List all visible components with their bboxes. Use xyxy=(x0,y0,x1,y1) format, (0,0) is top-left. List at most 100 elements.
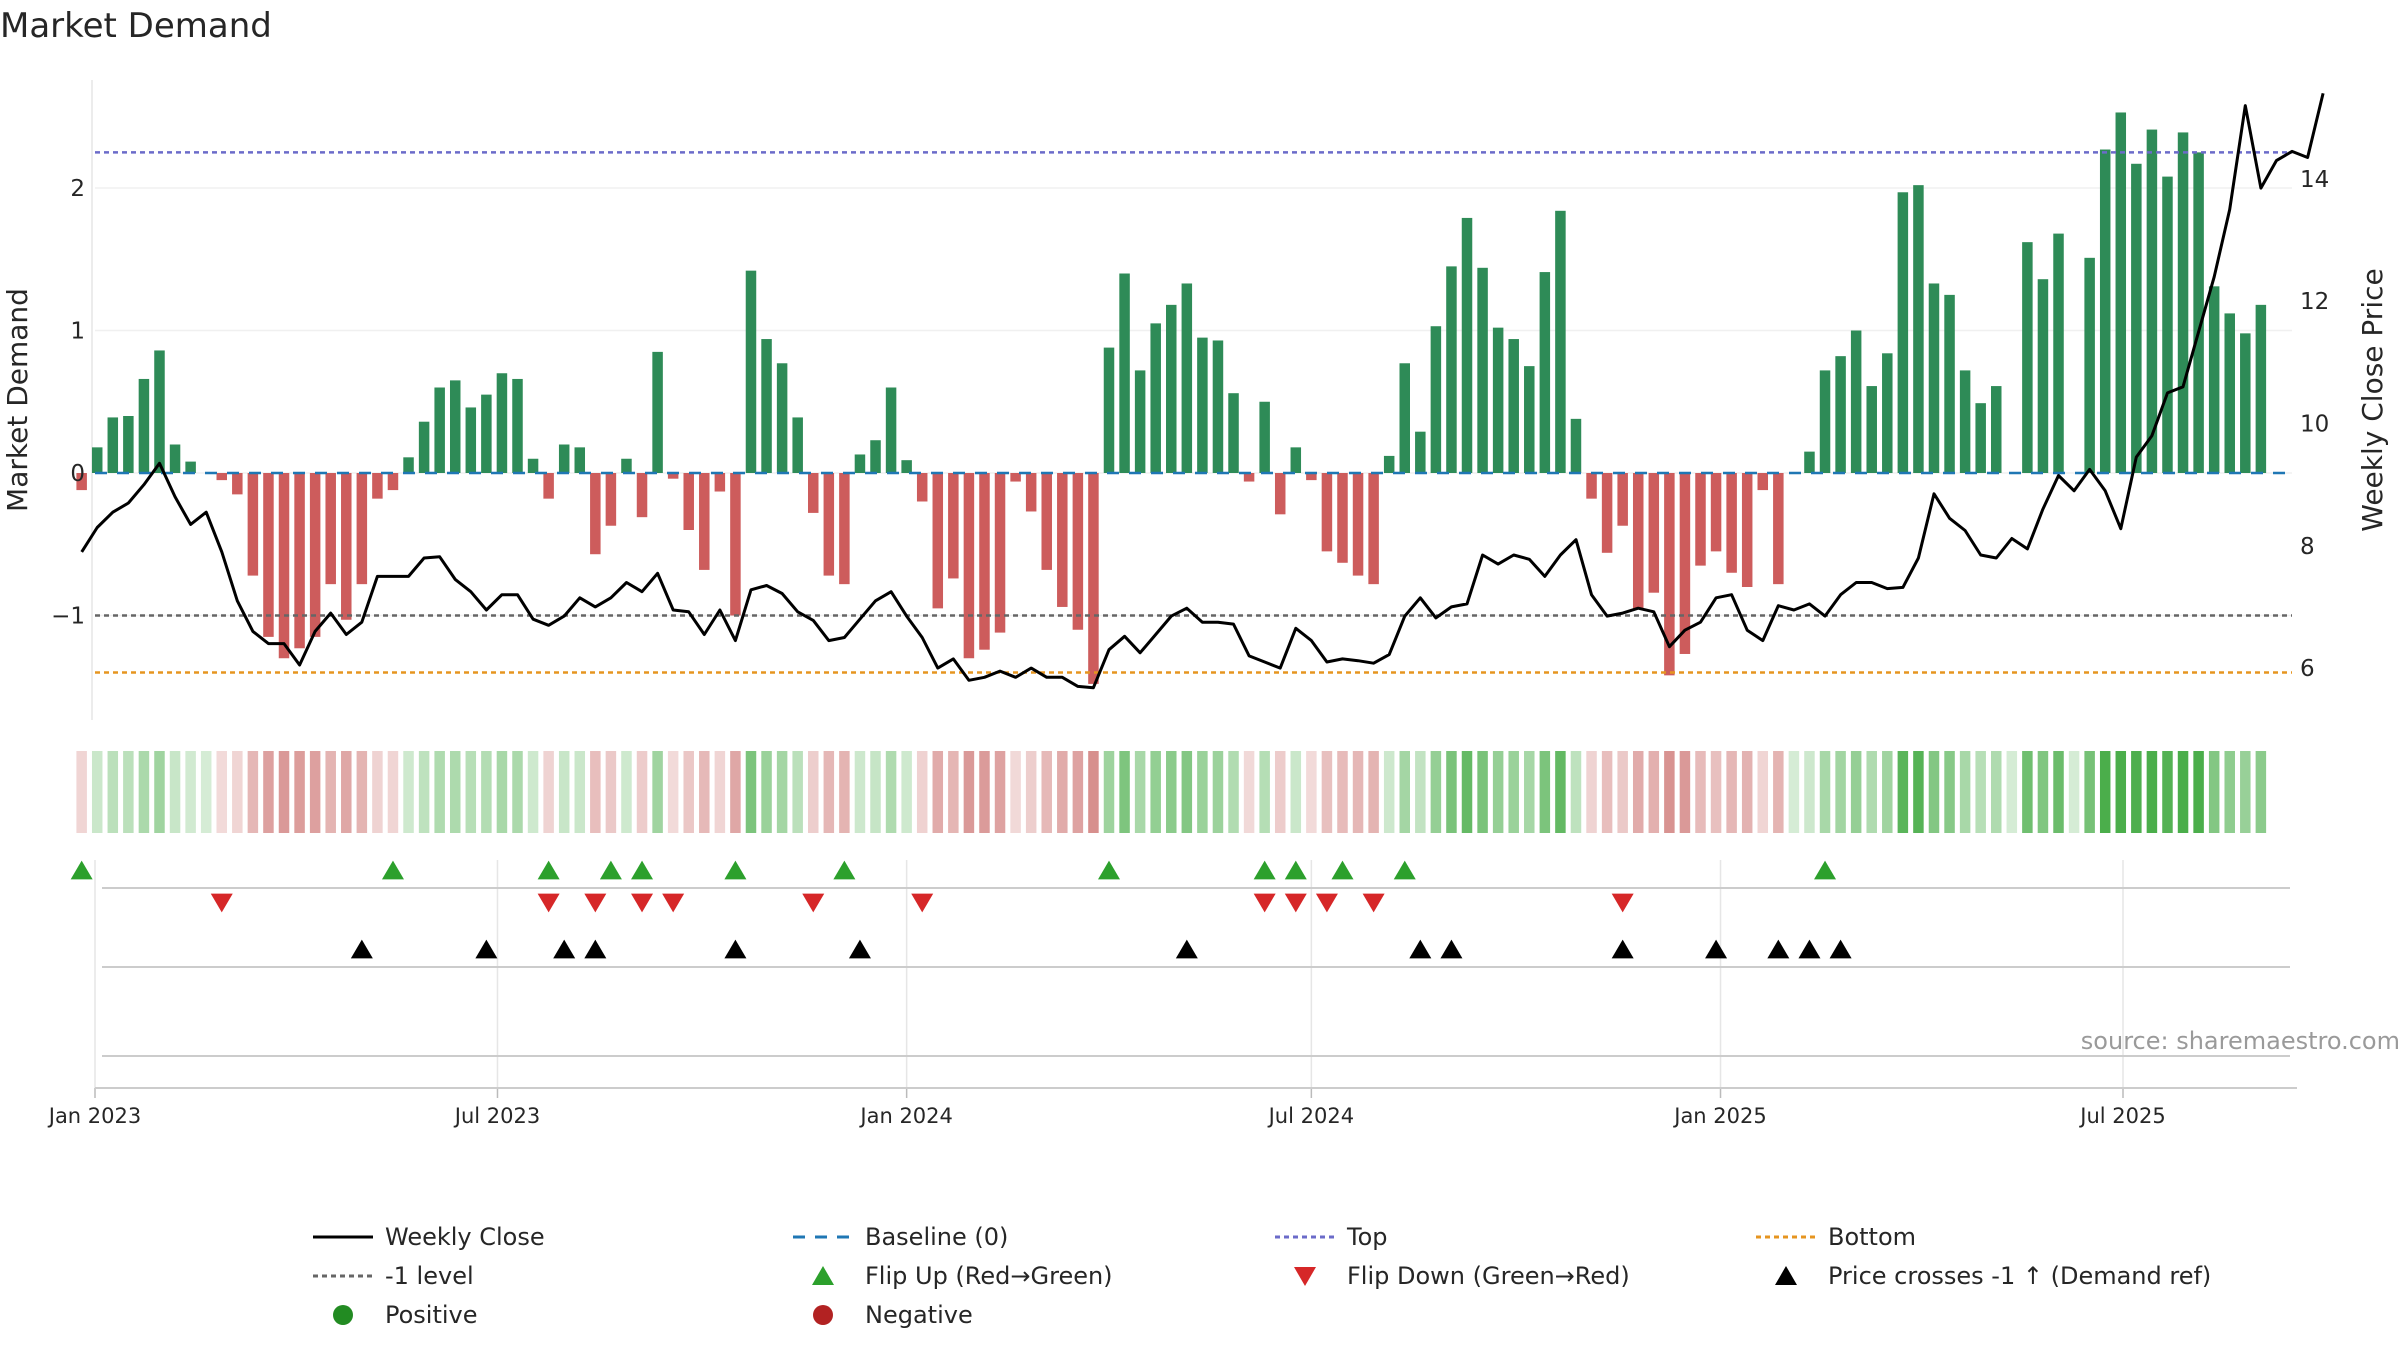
demand-bar-positive xyxy=(1866,386,1877,473)
heat-cell xyxy=(1601,751,1613,833)
demand-bar-positive xyxy=(2053,233,2064,473)
heat-cell xyxy=(1710,751,1722,833)
demand-bar-positive xyxy=(1181,283,1193,473)
demand-bar-positive xyxy=(2224,313,2235,473)
demand-bar-negative xyxy=(387,473,399,491)
demand-bar-positive xyxy=(1150,323,1161,473)
y-axis-left-label: Market Demand xyxy=(1,288,34,512)
demand-bar-positive xyxy=(901,460,912,473)
demand-bar-negative xyxy=(325,473,336,585)
heat-cell xyxy=(1243,751,1255,833)
heat-cell xyxy=(2255,751,2267,833)
heat-cell xyxy=(1212,751,1224,833)
heat-cell xyxy=(434,751,445,833)
demand-bar-positive xyxy=(885,387,897,473)
demand-bar-negative xyxy=(1695,473,1706,566)
heat-cell xyxy=(1072,751,1084,833)
demand-bar-negative xyxy=(730,473,741,616)
flip-up-marker xyxy=(599,860,622,880)
heat-cell xyxy=(2193,751,2204,833)
flip-down-marker xyxy=(1284,893,1307,913)
demand-bar-negative xyxy=(1321,473,1333,552)
demand-bar-positive xyxy=(2177,132,2189,474)
heat-cell xyxy=(1928,751,1940,833)
heat-cell xyxy=(885,751,897,833)
demand-bar-positive xyxy=(2162,176,2173,473)
demand-bar-negative xyxy=(1757,473,1769,491)
demand-bar-positive xyxy=(761,339,772,473)
demand-bar-negative xyxy=(667,473,679,479)
demand-bar-negative xyxy=(823,473,835,576)
heat-cell xyxy=(2006,751,2018,833)
heat-cell xyxy=(916,751,928,833)
flip-down-marker xyxy=(662,893,685,913)
heat-cell xyxy=(792,751,803,833)
heat-cell xyxy=(1897,751,1909,833)
y-right-tick-label: 6 xyxy=(2300,656,2315,682)
heat-cell xyxy=(1150,751,1161,833)
demand-bar-positive xyxy=(558,444,570,473)
heat-cell xyxy=(761,751,772,833)
weekly-close-line xyxy=(80,92,2325,690)
flip-up-marker xyxy=(1253,860,1276,880)
y-axis-right-label: Weekly Close Price xyxy=(2356,268,2389,531)
chart-title: Market Demand xyxy=(0,6,272,46)
heat-cell xyxy=(2146,751,2158,833)
demand-bar-negative xyxy=(1057,473,1068,607)
heat-cell xyxy=(776,751,788,833)
flip-down-marker xyxy=(1315,893,1338,913)
legend-item: Positive xyxy=(333,1301,478,1329)
demand-bar-positive xyxy=(1212,340,1224,473)
heat-cell xyxy=(294,751,305,833)
flip-up-marker xyxy=(833,860,856,880)
heat-cell xyxy=(200,751,212,833)
demand-bar-positive xyxy=(1119,273,1130,473)
source-label: source: sharemaestro.com xyxy=(2081,1027,2400,1055)
demand-bar-positive xyxy=(2208,286,2220,473)
legend-swatch-circle xyxy=(333,1305,353,1325)
demand-bar-positive xyxy=(2146,129,2158,473)
heat-cell xyxy=(2162,751,2173,833)
demand-bar-positive xyxy=(1882,353,1893,473)
heat-cell xyxy=(481,751,492,833)
heat-cell xyxy=(948,751,959,833)
legend-label: Top xyxy=(1346,1223,1388,1251)
demand-bar-positive xyxy=(1975,403,1986,473)
demand-bar-negative xyxy=(263,473,274,637)
heat-cell xyxy=(1492,751,1504,833)
heat-cell xyxy=(1415,751,1426,833)
x-tick-label: Jan 2025 xyxy=(1672,1104,1767,1128)
flip-up-marker xyxy=(381,860,404,880)
heat-cell xyxy=(91,751,103,833)
heat-cell xyxy=(1741,751,1753,833)
heat-cell xyxy=(1726,751,1737,833)
legend-label: Positive xyxy=(385,1301,478,1329)
price-cross-marker xyxy=(1705,939,1728,959)
demand-bar-negative xyxy=(916,473,928,502)
demand-bar-positive xyxy=(138,378,150,473)
heat-cell xyxy=(605,751,617,833)
axis-labels: Jan 2023 Jul 2023 Jan 2024 Jul 2024 Jan 2025… xyxy=(47,167,2330,1128)
demand-bar-negative xyxy=(356,473,368,585)
demand-bar-positive xyxy=(1197,337,1208,473)
demand-bar-positive xyxy=(1399,363,1410,473)
demand-bar-negative xyxy=(839,473,850,585)
demand-bar-negative xyxy=(372,473,383,499)
heat-cell xyxy=(107,751,119,833)
demand-bar-positive xyxy=(1477,267,1488,473)
heat-cell xyxy=(1259,751,1270,833)
y-right-tick-label: 8 xyxy=(2300,534,2315,560)
demand-bar-positive xyxy=(2099,149,2111,473)
heat-cell xyxy=(1134,751,1146,833)
heat-cell xyxy=(823,751,835,833)
legend-swatch-triangle-up xyxy=(812,1266,834,1285)
heat-cell xyxy=(154,751,165,833)
flip-down-marker xyxy=(631,893,654,913)
x-tick-label: Jul 2025 xyxy=(2078,1104,2165,1128)
heat-cell xyxy=(2177,751,2189,833)
demand-bar-negative xyxy=(278,473,290,659)
flip-down-marker xyxy=(210,893,233,913)
heat-cell xyxy=(621,751,632,833)
heat-cell xyxy=(1757,751,1769,833)
weekly-close-line-layer xyxy=(80,92,2325,690)
